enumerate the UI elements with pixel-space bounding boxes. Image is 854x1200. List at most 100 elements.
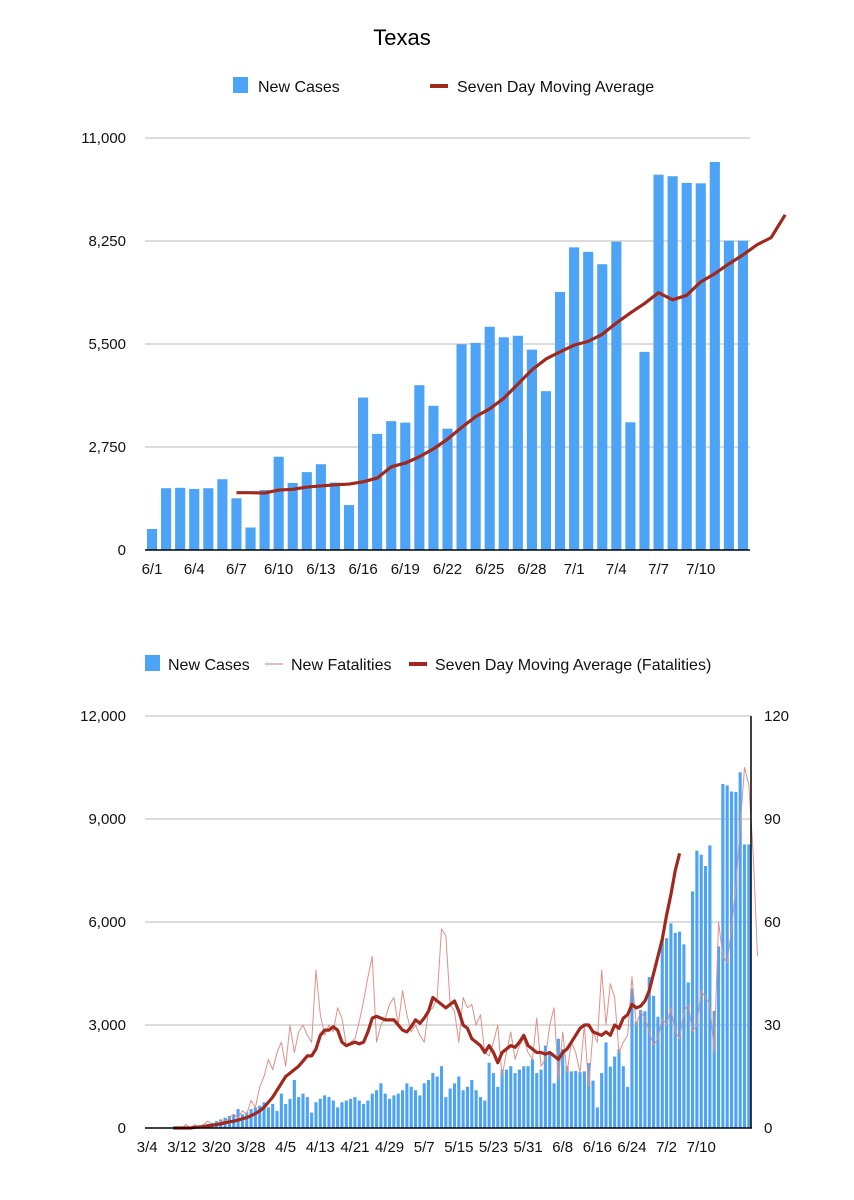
bar-new-cases [595,1107,599,1128]
legend-label-new-cases: New Cases [258,79,340,96]
bar-new-cases [517,1069,521,1128]
chart-top-bars [146,161,749,551]
bar-new-cases [331,1100,335,1128]
bar-new-cases [522,1066,526,1128]
bar-new-cases [737,240,749,550]
x-tick-label: 7/2 [656,1139,677,1156]
bar-new-cases [161,488,172,550]
x-tick-label: 6/8 [552,1139,573,1156]
bar-new-cases [539,1069,543,1128]
bar-new-cases [682,944,686,1128]
chart-top-moving-average [236,213,787,495]
x-tick-label: 6/13 [306,561,335,578]
bar-new-cases [556,1038,560,1128]
chart-top-legend: New Cases Seven Day Moving Average [233,77,654,96]
bar-new-cases [353,1097,357,1128]
x-tick-label: 6/25 [475,561,504,578]
bar-new-cases [617,1049,621,1128]
bar-new-cases [444,1097,448,1128]
bar-new-cases [340,1102,344,1128]
bar-new-cases [175,487,186,550]
bar-new-cases [266,1107,270,1128]
bar-new-cases [608,1066,612,1128]
bar-new-cases [578,1072,582,1128]
x-tick-label: 6/22 [433,561,462,578]
x-tick-label: 6/16 [583,1139,612,1156]
bar-new-cases [565,1066,569,1128]
bar-new-cases [723,240,734,550]
x-tick-label: 6/1 [142,561,163,578]
y2-tick-label: 90 [764,811,781,828]
bar-new-cases [500,1069,504,1128]
bar-new-cases [400,1090,405,1128]
x-tick-label: 5/7 [414,1139,435,1156]
bar-new-cases [301,1093,305,1128]
bar-new-cases [271,1103,275,1128]
bar-new-cases [249,1109,253,1128]
bar-new-cases [189,488,200,550]
y-tick-label: 8,250 [88,233,126,250]
bar-new-cases [530,1059,534,1128]
bar-new-cases [639,1009,643,1128]
bar-new-cases [217,479,228,550]
bar-new-cases [712,1010,716,1128]
bar-new-cases [413,1090,418,1128]
chart-bottom-new-fatalities [147,767,758,1129]
bar-new-cases [297,1097,301,1128]
bar-new-cases [258,1105,262,1128]
chart-bottom: New Cases New Fatalities Seven Day Movin… [80,655,789,1156]
bar-new-cases [509,1066,513,1128]
bar-new-cases [747,844,751,1128]
bar-new-cases [400,422,411,550]
bar-new-cases [418,1095,422,1128]
bar-new-cases [465,1086,470,1128]
bar-new-cases [535,1073,539,1128]
bar-new-cases [343,505,355,550]
bar-new-cases [681,182,692,551]
bar-new-cases [253,1107,257,1128]
bar-new-cases [275,1110,279,1128]
bar-new-cases [587,1063,591,1128]
chart-bottom-left-y-axis: 0 3,000 6,000 9,000 12,000 [80,708,126,1137]
bar-new-cases [621,1066,625,1128]
legend-swatch-new-cases [233,77,248,93]
x-tick-label: 7/10 [686,561,715,578]
bar-new-cases [634,1021,638,1128]
bar-new-cases [695,850,699,1128]
bar-new-cases [597,264,608,550]
bar-new-cases [738,772,742,1128]
chart-top-y-axis: 0 2,750 5,500 8,250 11,000 [81,130,126,559]
bar-new-cases [483,1100,487,1128]
bar-new-cases [604,1042,608,1128]
y-tick-label: 11,000 [81,130,126,147]
bar-new-cases [540,391,552,550]
bar-new-cases [370,1093,374,1128]
bar-new-cases [561,1049,565,1128]
bar-new-cases [231,498,242,550]
bar-new-cases [461,1090,465,1128]
chart-bottom-bars [171,772,751,1128]
x-tick-label: 4/5 [275,1139,296,1156]
bar-new-cases [639,351,650,550]
bar-new-cases [392,1095,396,1128]
bar-new-cases [284,1103,288,1128]
x-tick-label: 6/28 [517,561,546,578]
bar-new-cases [409,1086,413,1128]
bar-new-cases [526,349,537,550]
bar-new-cases [203,488,214,550]
x-tick-label: 3/28 [236,1139,265,1156]
chart-bottom-right-y-axis: 0 30 60 90 120 [764,708,789,1137]
y2-tick-label: 120 [764,708,789,725]
bar-new-cases [643,1011,647,1128]
x-tick-label: 4/29 [375,1139,404,1156]
bar-new-cases [414,385,425,550]
bar-new-cases [543,1045,547,1128]
bar-new-cases [487,1062,491,1128]
bar-new-cases [695,183,706,550]
bar-new-cases [388,1098,392,1128]
bar-new-cases [431,1073,435,1128]
bar-new-cases [358,397,369,550]
bar-new-cases [273,456,284,550]
y-tick-label: 0 [118,542,126,559]
